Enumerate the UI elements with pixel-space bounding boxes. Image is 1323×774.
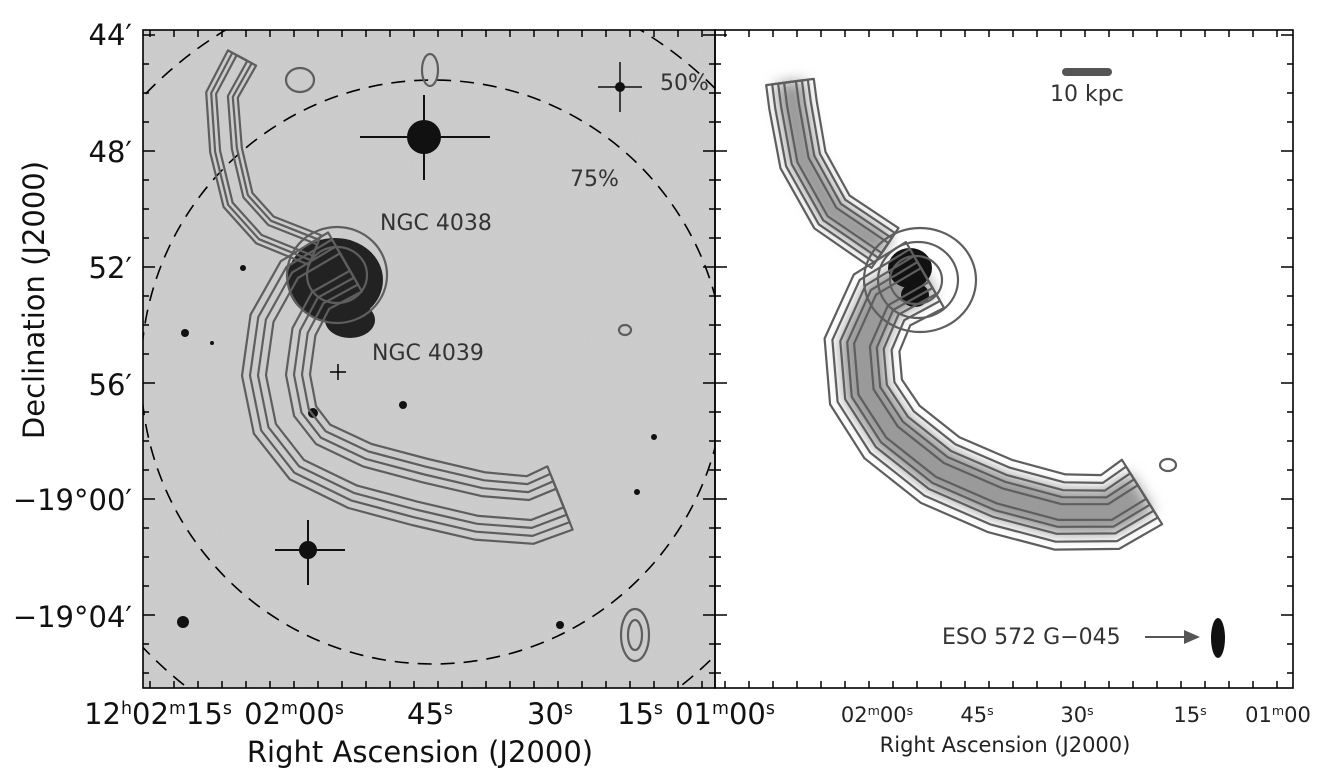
galaxy-label: NGC 4039 <box>372 341 484 366</box>
tick-number: 00 <box>729 697 766 731</box>
tick-number: 01 <box>1245 703 1272 727</box>
unit-superscript: s <box>335 699 344 719</box>
circle-label: 50% <box>660 71 709 96</box>
unit-superscript: h <box>121 699 132 719</box>
y-tick-label: 44′ <box>89 18 133 52</box>
tick-number: 15 <box>617 697 654 731</box>
x-tick-label: 01m00s <box>675 697 775 731</box>
y-tick-label: 56′ <box>89 368 133 402</box>
x-tick-label: 45s <box>407 697 453 731</box>
unit-superscript: s <box>1087 703 1094 718</box>
unit-superscript: s <box>223 699 232 719</box>
x-tick-label: 15s <box>1173 703 1206 728</box>
y-tick-label: −19°00′ <box>13 483 132 517</box>
y-tick-label: 48′ <box>89 135 133 169</box>
unit-superscript: s <box>987 703 994 718</box>
tick-number: 00 <box>880 703 907 727</box>
scale-label: 10 kpc <box>1050 82 1124 107</box>
tick-number: 00 <box>298 697 335 731</box>
galaxy-label: NGC 4038 <box>380 211 492 236</box>
x-tick-label: 01m00 <box>1245 703 1311 728</box>
tick-number: 30 <box>1060 703 1087 727</box>
x-tick-label: 30s <box>527 697 573 731</box>
tick-number: 02 <box>841 703 868 727</box>
tick-number: 30 <box>527 697 564 731</box>
unit-superscript: m <box>1272 703 1284 718</box>
companion-label: ESO 572 G−045 <box>942 625 1121 650</box>
unit-superscript: m <box>281 699 298 719</box>
unit-superscript: m <box>868 703 880 718</box>
tick-number: 45 <box>407 697 444 731</box>
x-tick-label: 45s <box>960 703 993 728</box>
unit-superscript: s <box>907 703 914 718</box>
x-tick-label: 30s <box>1060 703 1093 728</box>
tick-number: 45 <box>960 703 987 727</box>
x-tick-label: 02m00s <box>244 697 344 731</box>
hi-panel <box>715 30 1293 688</box>
tick-number: 01 <box>675 697 712 731</box>
y-tick-label: −19°04′ <box>13 600 132 634</box>
x-tick-label: 02m00s <box>841 703 913 728</box>
unit-superscript: s <box>1200 703 1207 718</box>
unit-superscript: s <box>444 699 453 719</box>
unit-superscript: s <box>654 699 663 719</box>
x-tick-label: 15s <box>617 697 663 731</box>
tick-number: 15 <box>1173 703 1200 727</box>
tick-number: 15 <box>186 697 223 731</box>
unit-superscript: s <box>564 699 573 719</box>
scale-bar <box>1062 68 1112 76</box>
unit-superscript: m <box>712 699 729 719</box>
unit-superscript: s <box>766 699 775 719</box>
x-axis-title: Right Ascension (J2000) <box>880 733 1131 757</box>
y-axis-title: Declination (J2000) <box>17 161 51 439</box>
companion-blob <box>1211 618 1225 658</box>
circle-label: 75% <box>570 167 619 192</box>
x-tick-label: 12h02m15s <box>84 697 232 731</box>
unit-superscript: m <box>169 699 186 719</box>
tick-number: 12 <box>84 697 121 731</box>
tick-number: 02 <box>132 697 169 731</box>
figure: Declination (J2000) Right Ascension (J20… <box>0 0 1323 774</box>
tick-number: 02 <box>244 697 281 731</box>
optical-panel <box>33 0 833 772</box>
tick-number: 00 <box>1284 703 1311 727</box>
x-axis-title: Right Ascension (J2000) <box>247 735 593 769</box>
y-tick-label: 52′ <box>89 251 133 285</box>
